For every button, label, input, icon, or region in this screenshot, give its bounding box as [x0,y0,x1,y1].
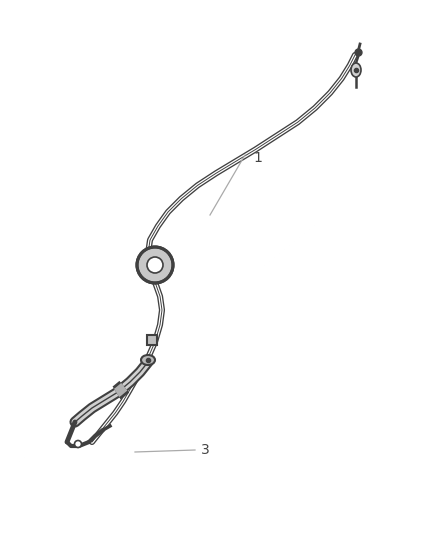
Circle shape [147,257,162,273]
Ellipse shape [141,355,155,365]
Ellipse shape [350,63,360,77]
Text: 1: 1 [252,151,261,165]
Circle shape [137,247,173,283]
Circle shape [74,440,81,448]
Bar [147,335,157,345]
Text: 3: 3 [201,443,209,457]
